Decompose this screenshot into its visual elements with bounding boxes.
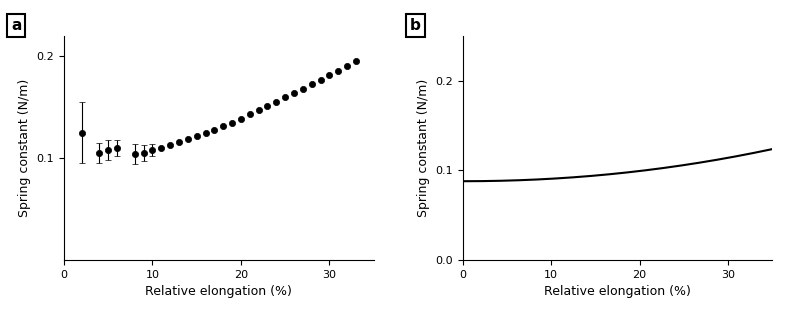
Y-axis label: Spring constant (N/m): Spring constant (N/m) [18, 79, 31, 217]
Text: a: a [11, 18, 21, 33]
Text: b: b [410, 18, 421, 33]
X-axis label: Relative elongation (%): Relative elongation (%) [544, 285, 691, 298]
Y-axis label: Spring constant (N/m): Spring constant (N/m) [417, 79, 429, 217]
X-axis label: Relative elongation (%): Relative elongation (%) [145, 285, 292, 298]
